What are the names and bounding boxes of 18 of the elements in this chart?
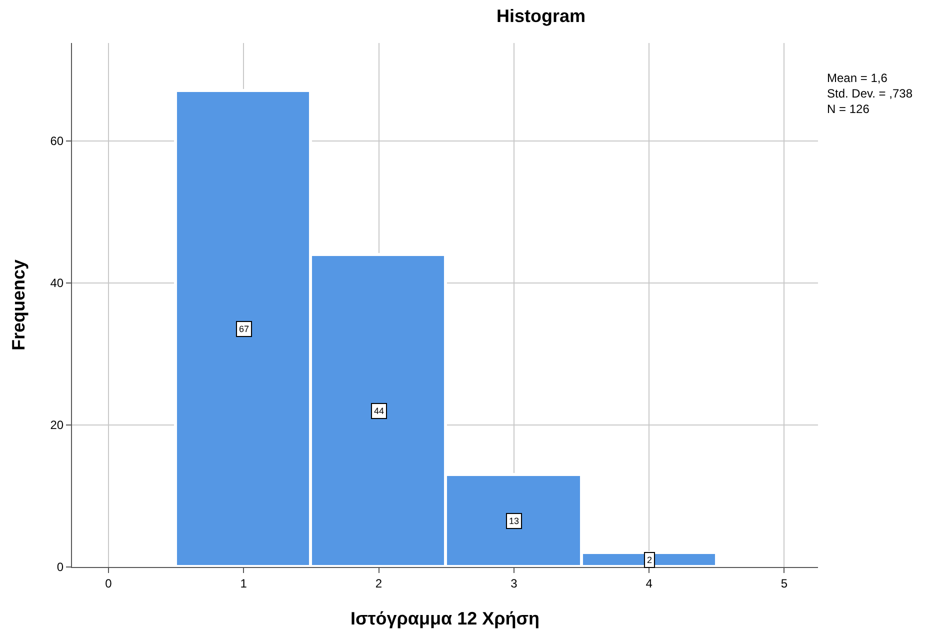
x-tick-label: 1 — [240, 576, 248, 590]
data-label: 2 — [647, 555, 652, 565]
x-tick-label: 3 — [510, 576, 518, 590]
chart-title: Histogram — [496, 6, 586, 26]
y-tick-label: 20 — [50, 418, 64, 432]
y-tick-label: 40 — [50, 276, 64, 290]
y-axis-title: Frequency — [8, 259, 28, 351]
data-label: 13 — [509, 516, 520, 526]
y-tick-label: 60 — [50, 134, 64, 148]
text: Mean = 1,6 Std. Dev. = ,738 N = 126 — [827, 71, 913, 116]
x-tick-label: 4 — [646, 576, 653, 590]
x-axis-title: Ιστόγραμμα 12 Χρήση — [350, 608, 540, 628]
data-label: 44 — [374, 406, 384, 416]
y-tick-label: 0 — [56, 560, 64, 574]
x-tick-label: 0 — [105, 576, 112, 590]
x-tick-label: 2 — [375, 576, 382, 590]
x-tick-label: 5 — [780, 576, 788, 590]
data-label: 67 — [239, 324, 250, 334]
